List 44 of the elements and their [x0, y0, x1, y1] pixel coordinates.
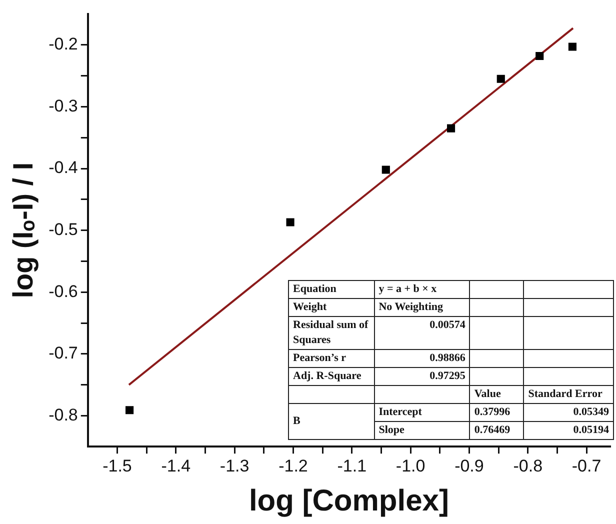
x-tick-label: -1.0 [396, 456, 426, 476]
annotation: Weight [288, 298, 374, 316]
y-tick-label: -0.8 [48, 405, 78, 424]
annotation: Standard Error [524, 386, 614, 404]
y-tick-label: -0.6 [48, 282, 78, 301]
x-tick-label: -0.8 [513, 456, 543, 476]
x-tick-label: -1.1 [337, 456, 367, 476]
y-tick-label: -0.2 [48, 34, 78, 54]
point [286, 218, 294, 226]
annotation: Adj. R-Square [288, 368, 374, 386]
x-axis-title: log [Complex] [248, 484, 449, 518]
annotation: No Weighting [374, 298, 470, 316]
annotation: 0.37996 [470, 404, 524, 422]
point [382, 166, 390, 174]
annotation: 0.05194 [524, 422, 614, 440]
point [496, 74, 505, 83]
annotation: Equation [288, 280, 374, 298]
annotation: Pearson’s r [288, 350, 374, 368]
annotation: y = a + b × x [374, 280, 470, 298]
point [126, 406, 134, 414]
annotation: 0.97295 [374, 368, 470, 386]
annotation: 0.00574 [374, 316, 470, 350]
annotation: Slope [374, 422, 470, 440]
annotation: 0.05349 [524, 404, 614, 422]
y-tick-label: -0.7 [48, 344, 78, 363]
x-tick-label: -1.5 [102, 456, 132, 476]
y-axis-title: log (Iₒ-I) / I [8, 162, 39, 298]
annotation: 0.98866 [374, 350, 470, 368]
point [446, 124, 456, 132]
y-tick-label: -0.4 [48, 158, 78, 178]
y-tick-label: -0.5 [48, 220, 78, 239]
y-tick-label: -0.3 [48, 96, 78, 116]
point [536, 52, 544, 60]
annotation: Value [470, 386, 524, 404]
annotation: Residual sum of Squares [288, 316, 374, 350]
point [568, 42, 576, 51]
annotation: Intercept [374, 404, 470, 422]
x-tick-label: -0.9 [454, 456, 484, 476]
annotation: 0.76469 [470, 422, 524, 440]
x-tick-label: -1.4 [161, 456, 191, 476]
x-tick-label: -1.2 [278, 456, 308, 476]
annotation: B [288, 404, 374, 440]
x-tick-label: -0.7 [572, 456, 602, 476]
x-tick-label: -1.3 [220, 456, 250, 476]
